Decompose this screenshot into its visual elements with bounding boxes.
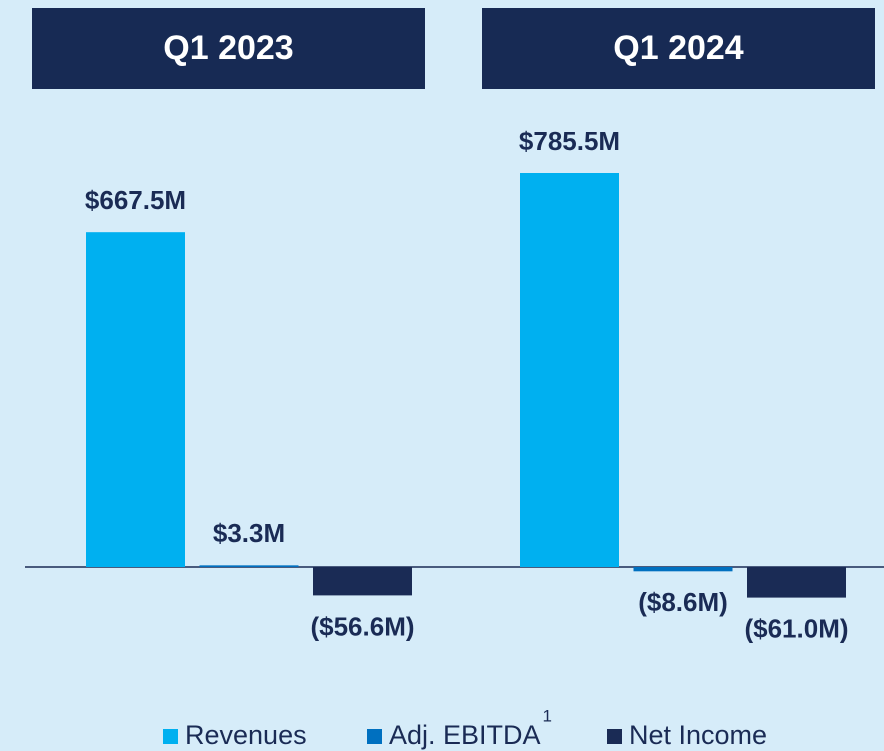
legend-swatch — [367, 729, 382, 744]
value-label: $3.3M — [213, 518, 285, 548]
value-label: ($61.0M) — [744, 613, 848, 643]
legend-swatch — [607, 729, 622, 744]
category-header: Q1 2023 — [163, 29, 293, 67]
value-label: $667.5M — [85, 185, 186, 215]
legend-label: Adj. EBITDA — [389, 720, 541, 750]
legend-footnote: 1 — [543, 706, 552, 725]
bar — [747, 567, 846, 598]
header-box — [482, 8, 875, 89]
value-label: ($56.6M) — [310, 611, 414, 641]
value-label: $785.5M — [519, 126, 620, 156]
header-box — [32, 8, 425, 89]
legend-swatch — [163, 729, 178, 744]
bar — [86, 232, 185, 567]
bar — [520, 173, 619, 567]
category-header: Q1 2024 — [613, 29, 744, 67]
bar — [313, 567, 412, 596]
bar — [199, 565, 299, 567]
bar — [633, 567, 733, 572]
legend-label: Revenues — [185, 720, 307, 750]
value-label: ($8.6M) — [638, 587, 728, 617]
legend-label: Net Income — [629, 720, 767, 750]
